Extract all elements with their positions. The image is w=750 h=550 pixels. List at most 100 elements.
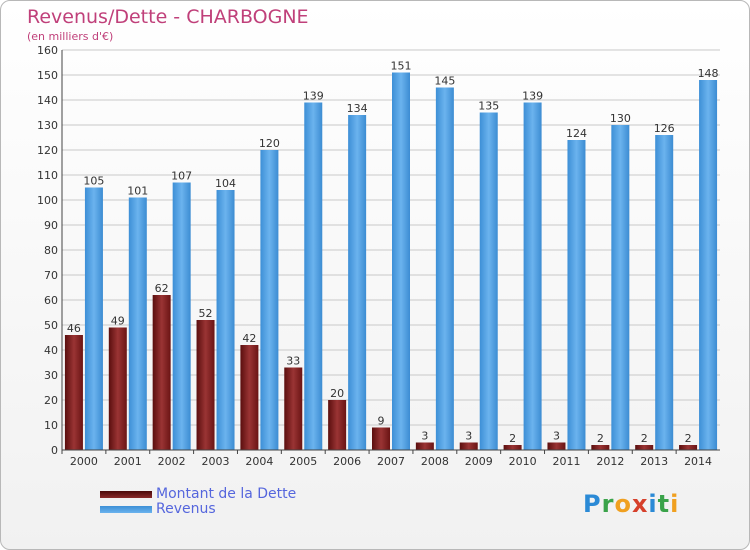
data-label-revenus: 124 [566, 127, 587, 140]
bar-dette [196, 320, 215, 450]
bar-revenus [392, 72, 410, 450]
bar-revenus [699, 80, 718, 450]
y-tick-label: 160 [37, 44, 58, 57]
legend-label-revenus: Revenus [156, 501, 216, 517]
bar-dette [64, 335, 83, 450]
data-label-revenus: 130 [610, 112, 631, 125]
x-tick-label: 2014 [684, 455, 712, 468]
y-tick-label: 150 [37, 69, 58, 82]
data-label-revenus: 126 [654, 122, 675, 135]
data-label-revenus: 139 [522, 90, 543, 103]
data-label-revenus: 145 [434, 75, 455, 88]
bar-revenus [216, 190, 235, 450]
x-tick-label: 2009 [465, 455, 493, 468]
x-tick-label: 2012 [596, 455, 624, 468]
x-tick-label: 2007 [377, 455, 405, 468]
data-label-dette: 42 [242, 332, 256, 345]
data-label-revenus: 104 [215, 177, 236, 190]
legend-swatch-dette [100, 491, 152, 498]
x-tick-label: 2004 [245, 455, 273, 468]
data-label-dette: 2 [685, 432, 692, 445]
bar-revenus [655, 135, 674, 450]
legend-swatch-revenus [100, 506, 152, 513]
bar-revenus [128, 197, 147, 450]
bar-dette [547, 442, 566, 450]
y-tick-label: 110 [37, 169, 58, 182]
bar-revenus [523, 102, 542, 450]
x-tick-label: 2011 [552, 455, 580, 468]
data-label-revenus: 107 [171, 170, 192, 183]
data-label-revenus: 135 [478, 100, 499, 113]
data-label-revenus: 120 [259, 137, 280, 150]
x-tick-label: 2000 [70, 455, 98, 468]
y-tick-label: 30 [44, 369, 58, 382]
bar-revenus [260, 150, 279, 450]
data-label-dette: 3 [465, 430, 472, 443]
x-tick-label: 2005 [289, 455, 317, 468]
y-tick-label: 140 [37, 94, 58, 107]
bar-dette [108, 327, 127, 450]
data-label-revenus: 148 [698, 67, 719, 80]
bar-revenus [172, 182, 191, 450]
x-tick-label: 2008 [421, 455, 449, 468]
x-tick-label: 2002 [158, 455, 186, 468]
x-tick-label: 2006 [333, 455, 361, 468]
data-label-dette: 52 [199, 307, 213, 320]
data-label-dette: 2 [597, 432, 604, 445]
bar-dette [240, 345, 259, 450]
bar-revenus [611, 125, 630, 450]
bar-revenus [435, 87, 454, 450]
x-tick-label: 2013 [640, 455, 668, 468]
data-label-revenus: 134 [347, 102, 368, 115]
data-label-dette: 2 [641, 432, 648, 445]
data-label-dette: 20 [330, 387, 344, 400]
data-label-dette: 62 [155, 282, 169, 295]
bar-dette [372, 427, 390, 450]
chart-subtitle: (en milliers d'€) [27, 30, 114, 43]
y-tick-label: 10 [44, 419, 58, 432]
proxiti-logo: Proxiti [583, 490, 680, 518]
y-tick-label: 80 [44, 244, 58, 257]
chart-title: Revenus/Dette - CHARBOGNE [27, 6, 309, 28]
bar-revenus [348, 115, 367, 450]
bar-dette [415, 442, 434, 450]
data-label-revenus: 101 [127, 185, 148, 198]
bar-dette [679, 445, 698, 450]
data-label-dette: 49 [111, 315, 125, 328]
bar-revenus [567, 140, 586, 450]
y-tick-label: 0 [51, 444, 58, 457]
bar-revenus [304, 102, 323, 450]
data-label-revenus: 151 [391, 60, 412, 73]
bar-dette [328, 400, 347, 450]
data-label-dette: 3 [421, 430, 428, 443]
bar-dette [503, 445, 522, 450]
data-label-dette: 2 [509, 432, 516, 445]
data-label-dette: 46 [67, 322, 81, 335]
y-tick-label: 40 [44, 344, 58, 357]
legend-label-dette: Montant de la Dette [156, 486, 297, 502]
data-label-dette: 3 [553, 430, 560, 443]
y-tick-label: 120 [37, 144, 58, 157]
x-tick-label: 2003 [202, 455, 230, 468]
data-label-dette: 33 [286, 355, 300, 368]
y-tick-label: 20 [44, 394, 58, 407]
x-tick-label: 2010 [509, 455, 537, 468]
bar-dette [152, 295, 171, 450]
bar-dette [635, 445, 654, 450]
bar-dette [591, 445, 610, 450]
y-tick-label: 50 [44, 319, 58, 332]
data-label-revenus: 105 [83, 175, 104, 188]
y-tick-label: 60 [44, 294, 58, 307]
bar-dette [284, 367, 303, 450]
bar-revenus [84, 187, 103, 450]
y-tick-label: 90 [44, 219, 58, 232]
data-label-revenus: 139 [303, 90, 324, 103]
x-tick-label: 2001 [114, 455, 142, 468]
y-tick-label: 130 [37, 119, 58, 132]
bar-revenus [479, 112, 498, 450]
y-tick-label: 100 [37, 194, 58, 207]
y-tick-label: 70 [44, 269, 58, 282]
data-label-dette: 9 [378, 415, 385, 428]
bar-dette [459, 442, 478, 450]
